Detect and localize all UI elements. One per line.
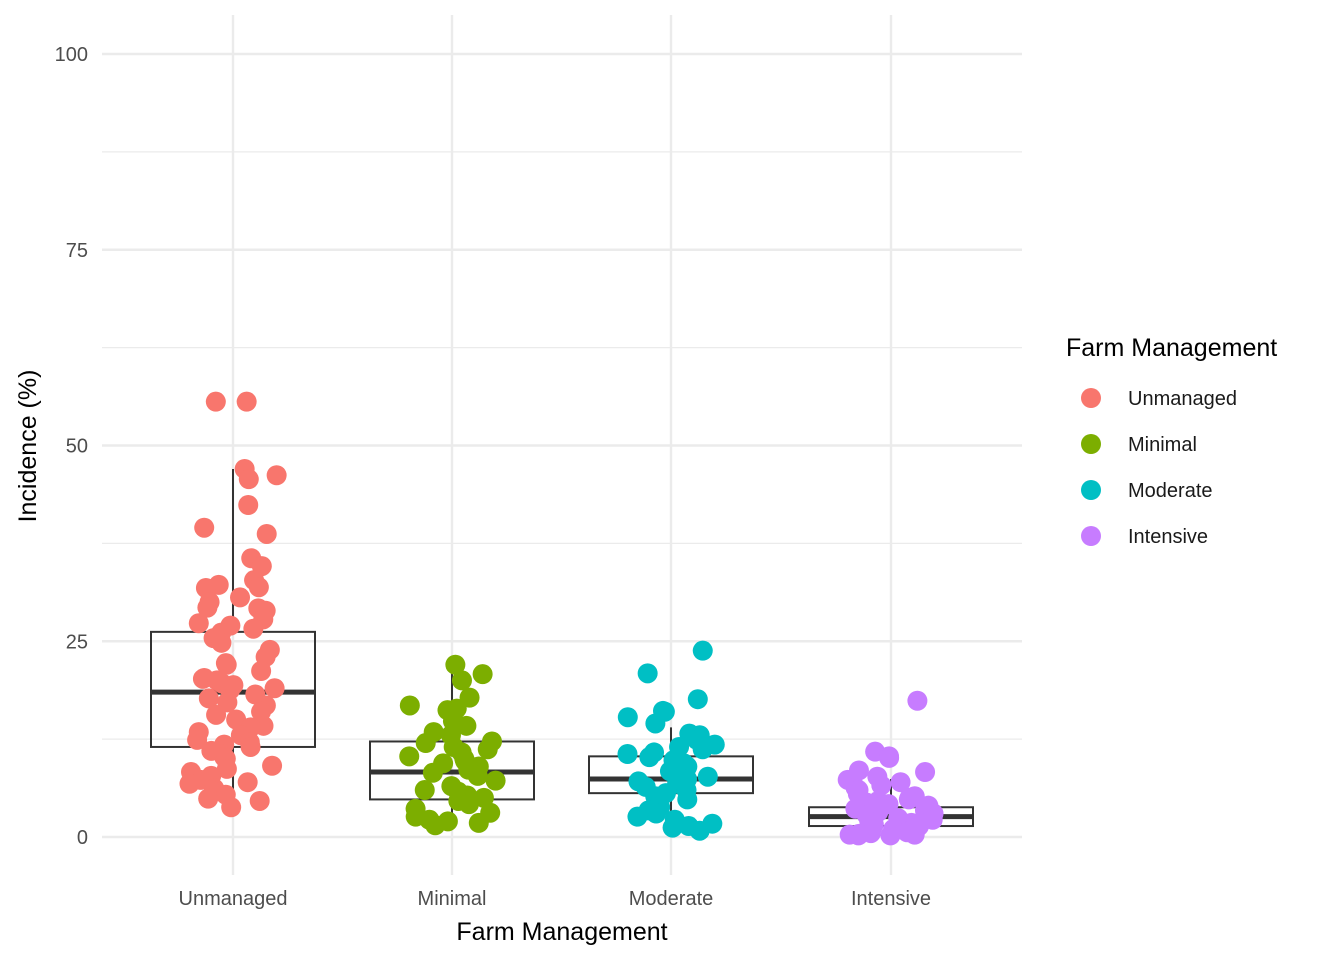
x-axis-title: Farm Management	[456, 918, 667, 946]
data-point	[890, 772, 911, 793]
data-point	[249, 790, 270, 811]
data-point	[243, 618, 264, 639]
data-point	[646, 803, 667, 824]
data-point	[399, 746, 420, 767]
data-point	[617, 707, 638, 728]
data-point	[266, 465, 287, 486]
data-point	[179, 773, 200, 794]
data-point	[880, 825, 901, 846]
data-point	[904, 824, 925, 845]
data-point	[237, 772, 258, 793]
points-unmanaged	[179, 391, 287, 818]
x-tick-label: Minimal	[418, 888, 487, 910]
data-point	[251, 661, 272, 682]
data-point	[472, 664, 493, 685]
data-point	[485, 770, 506, 791]
data-point	[221, 797, 242, 818]
data-point	[445, 654, 466, 675]
legend-label: Unmanaged	[1128, 388, 1237, 410]
axes: Farm Management Incidence (%) 0 25 50 75 100…	[14, 44, 931, 946]
legend-title: Farm Management	[1066, 334, 1277, 362]
data-point	[662, 817, 683, 838]
x-tick-label: Intensive	[851, 888, 931, 910]
data-point	[422, 762, 443, 783]
legend-label: Moderate	[1128, 480, 1213, 502]
data-point	[907, 690, 928, 711]
data-point	[198, 688, 219, 709]
data-point	[898, 789, 919, 810]
y-tick-label: 75	[66, 240, 88, 262]
data-point	[879, 747, 900, 768]
data-point	[248, 577, 269, 598]
legend-key-intensive	[1081, 526, 1101, 546]
data-point	[187, 729, 208, 750]
points-moderate	[617, 640, 725, 841]
data-point	[238, 495, 259, 516]
y-tick-label: 0	[77, 827, 88, 849]
points-intensive	[837, 690, 944, 846]
points-minimal	[399, 654, 506, 836]
data-point	[211, 632, 232, 653]
data-point	[456, 715, 477, 736]
data-point	[639, 747, 660, 768]
x-tick-label: Unmanaged	[179, 888, 288, 910]
data-point	[188, 613, 209, 634]
data-point	[467, 765, 488, 786]
data-point	[689, 820, 710, 841]
legend-label: Minimal	[1128, 434, 1197, 456]
legend-label: Intensive	[1128, 526, 1208, 548]
y-tick-label: 100	[55, 44, 88, 66]
data-point	[262, 755, 283, 776]
data-point	[206, 704, 227, 725]
data-point	[637, 663, 658, 684]
data-point	[197, 597, 218, 618]
y-axis-title: Incidence (%)	[14, 370, 42, 523]
data-point	[477, 739, 498, 760]
data-point	[468, 812, 489, 833]
legend-key-moderate	[1081, 480, 1101, 500]
data-point	[871, 775, 892, 796]
data-point	[848, 825, 869, 846]
data-point	[692, 640, 713, 661]
data-point	[451, 670, 472, 691]
data-point	[677, 789, 698, 810]
data-point	[216, 654, 237, 675]
data-point	[240, 736, 261, 757]
data-point	[458, 794, 479, 815]
data-point	[236, 391, 257, 412]
data-point	[692, 739, 713, 760]
data-point	[697, 766, 718, 787]
data-point	[198, 788, 219, 809]
y-tick-label: 25	[66, 631, 88, 653]
y-tick-label: 50	[66, 436, 88, 458]
data-point	[264, 678, 285, 699]
data-point	[627, 806, 648, 827]
legend-key-unmanaged	[1081, 388, 1101, 408]
data-point	[194, 517, 215, 538]
data-point	[425, 815, 446, 836]
legend: Farm Management Unmanaged Minimal Moderate…	[1066, 334, 1277, 548]
legend-key-minimal	[1081, 434, 1101, 454]
data-point	[216, 758, 237, 779]
data-point	[238, 469, 259, 490]
data-point	[399, 695, 420, 716]
data-point	[415, 733, 436, 754]
data-point	[230, 587, 251, 608]
data-point	[256, 523, 277, 544]
data-point	[617, 744, 638, 765]
data-point	[645, 713, 666, 734]
data-point	[414, 780, 435, 801]
x-tick-label: Moderate	[629, 888, 714, 910]
data-point	[205, 391, 226, 412]
data-point	[915, 762, 936, 783]
jitter-points	[179, 391, 944, 846]
data-point	[687, 689, 708, 710]
